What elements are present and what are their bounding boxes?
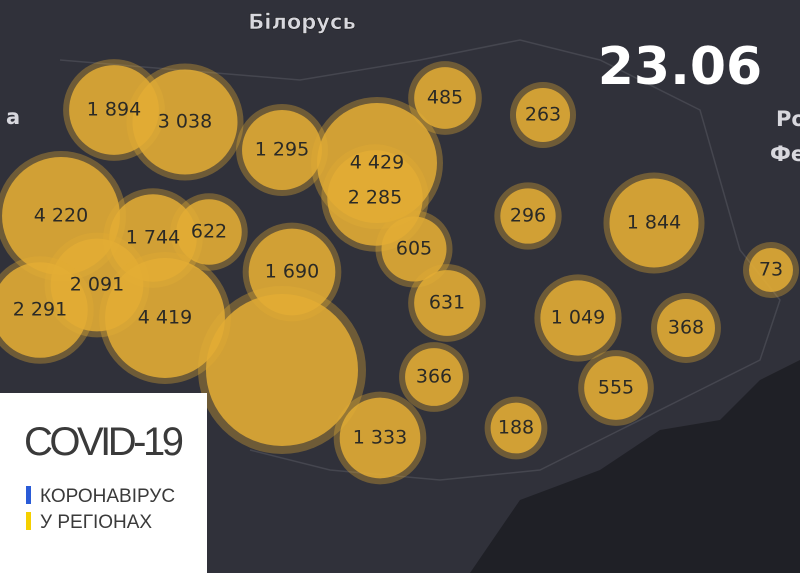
- border: [59, 39, 781, 481]
- bubble: [540, 280, 616, 356]
- bubble-label: 631: [429, 292, 465, 314]
- bubble-label: 1 744: [126, 227, 180, 249]
- bubble-label: 555: [598, 377, 634, 399]
- bubble-label: 1 295: [255, 139, 309, 161]
- bubble-label: 622: [191, 221, 227, 243]
- flag-blue: [26, 486, 31, 504]
- bubble-label: 4 419: [138, 307, 192, 329]
- box-title: COVID-19: [24, 420, 184, 464]
- flag-yellow: [26, 512, 31, 530]
- bubble-label: 1 690: [265, 261, 319, 283]
- bubble-label: 485: [427, 87, 463, 109]
- country-label: Фе: [770, 142, 800, 166]
- bubble-label: 1 844: [627, 212, 681, 234]
- bubble: [657, 299, 715, 357]
- bubble-label: 2 091: [70, 274, 124, 296]
- bubble: [584, 356, 648, 420]
- bubble-label: 605: [396, 238, 432, 260]
- bubble-label: 368: [668, 317, 704, 339]
- bubble: [242, 110, 322, 190]
- bubble-label: 2 285: [348, 187, 402, 209]
- bubble-label: 263: [525, 104, 561, 126]
- box-line: КОРОНАВІРУС: [40, 486, 175, 507]
- bubble: [414, 67, 476, 129]
- bubble-label: 366: [416, 366, 452, 388]
- bubble-blank: [206, 294, 358, 446]
- bubble-label: 1 894: [87, 99, 141, 121]
- bubble: [609, 178, 699, 268]
- title-box: [0, 393, 207, 573]
- bubble: [405, 348, 463, 406]
- bubble: [490, 402, 542, 454]
- bubble: [414, 270, 480, 336]
- bubble: [339, 397, 421, 479]
- sea: [470, 360, 800, 573]
- bubble-label: 4 220: [34, 205, 88, 227]
- bubble-label: 4 429: [350, 152, 404, 174]
- box-line: У РЕГІОНАХ: [40, 512, 152, 533]
- bubble: [248, 228, 336, 316]
- bubble: [0, 262, 88, 358]
- bubble: [381, 216, 447, 282]
- bubble: [500, 188, 556, 244]
- date: 23.06: [598, 37, 762, 97]
- bubble: [515, 87, 571, 143]
- bubble: [105, 258, 225, 378]
- bubble-label: 73: [759, 259, 783, 281]
- country-label: а: [6, 105, 20, 129]
- bubble-label: 2 291: [13, 299, 67, 321]
- bubble: [749, 248, 793, 292]
- country-label: Білорусь: [248, 10, 355, 34]
- bubble: [176, 199, 242, 265]
- bubble-label: 1 333: [353, 427, 407, 449]
- country-label: Ро: [776, 107, 800, 131]
- bubble-label: 296: [510, 205, 546, 227]
- bubble-layer: 1 894 3 038 1 295 4 429 2 285 485 263 296 1 844 7…: [0, 59, 799, 485]
- bubble: [132, 69, 238, 175]
- bubble-label: 3 038: [158, 111, 212, 133]
- bubble-label: 1 049: [551, 307, 605, 329]
- bubble-label: 188: [498, 417, 534, 439]
